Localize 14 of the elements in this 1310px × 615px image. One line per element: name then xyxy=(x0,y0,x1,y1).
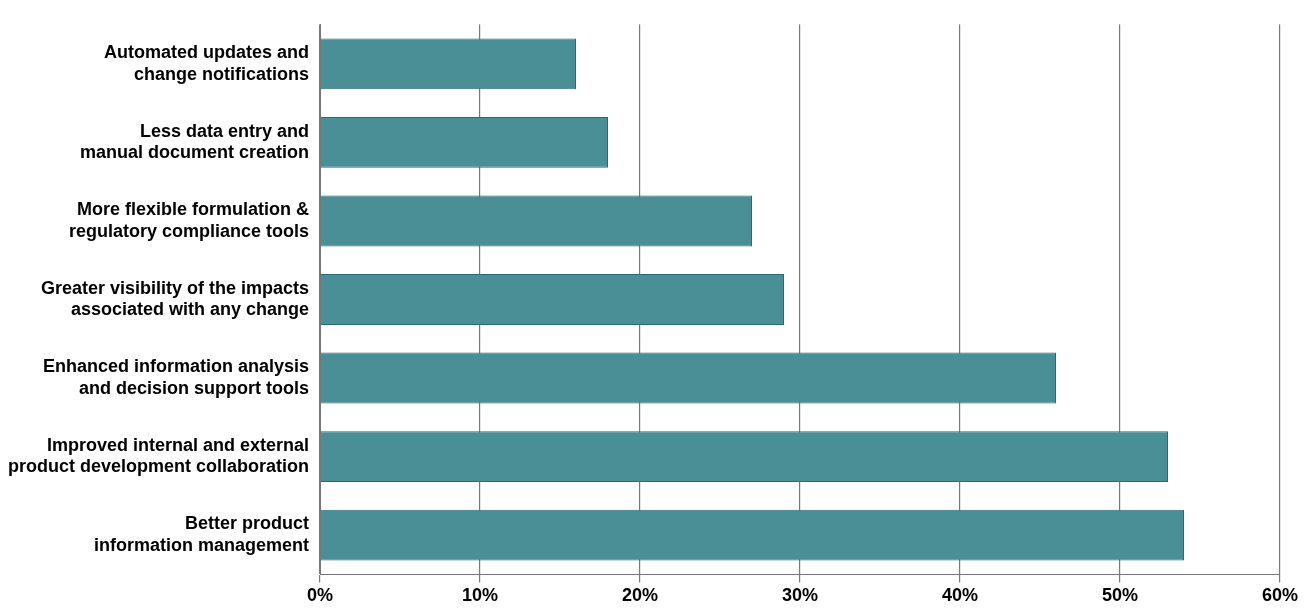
y-tick-label: Better product information management xyxy=(93,513,310,555)
y-tick-label: Enhanced information analysis and decision support tools xyxy=(42,356,310,398)
x-tick-label: 40% xyxy=(941,585,979,606)
x-tick-label: 60% xyxy=(1261,585,1299,606)
y-tick-label: Greater visibility of the impacts associated with any change xyxy=(40,277,310,320)
y-tick-label: Less data entry and manual document creation xyxy=(79,120,310,163)
y-tick-label: Automated updates and change notifications xyxy=(104,42,310,84)
x-tick-label: 20% xyxy=(622,585,659,606)
x-tick-label: 50% xyxy=(1101,585,1139,606)
x-tick-label: 30% xyxy=(782,585,819,606)
x-tick-label: 0% xyxy=(307,585,334,606)
y-tick-label: Improved internal and external product development collaboration xyxy=(7,434,310,477)
x-tick-label: 10% xyxy=(462,585,499,606)
y-tick-label: More flexible formulation & regulatory compliance tools xyxy=(68,199,310,241)
